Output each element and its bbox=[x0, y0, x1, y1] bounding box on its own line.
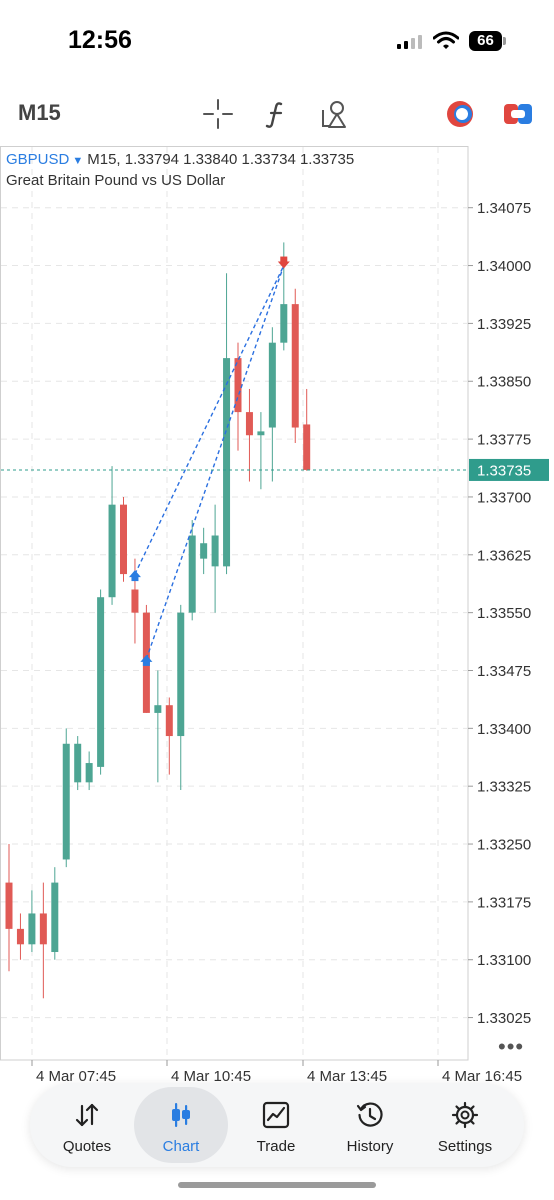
sell-arrow-icon bbox=[280, 256, 288, 262]
bullish-candle bbox=[188, 535, 196, 613]
bullish-candle bbox=[268, 342, 276, 428]
nav-quotes[interactable]: Quotes bbox=[40, 1087, 134, 1163]
nav-label: History bbox=[346, 1138, 394, 1155]
plot-frame bbox=[0, 146, 469, 1061]
chart-toolbar: M15 bbox=[0, 90, 554, 138]
y-tick-label: 1.33250 bbox=[477, 837, 531, 854]
wifi-icon bbox=[433, 31, 459, 49]
y-tick-label: 1.33025 bbox=[477, 1010, 531, 1027]
chart-canvas[interactable]: 1.34075 1.34000 1.33925 1.33850 1.33775 1.337… bbox=[0, 146, 554, 1086]
nav-label: Trade bbox=[256, 1138, 296, 1155]
bullish-candle bbox=[62, 743, 70, 860]
buy-arrow-icon bbox=[140, 654, 153, 662]
bearish-candle bbox=[245, 412, 253, 436]
more-icon[interactable]: ••• bbox=[498, 1034, 525, 1059]
bullish-candle bbox=[108, 504, 116, 598]
symbol-dropdown-icon[interactable]: ▼ bbox=[72, 155, 84, 167]
bearish-candle bbox=[39, 913, 47, 945]
y-tick-label: 1.33625 bbox=[477, 547, 531, 564]
signal-icon bbox=[397, 35, 422, 49]
y-tick-label: 1.34075 bbox=[477, 200, 531, 217]
ohlc-values: 1.33794 1.33840 1.33734 1.33735 bbox=[124, 151, 355, 168]
bullish-candle bbox=[211, 535, 219, 567]
bearish-candle bbox=[120, 504, 127, 575]
bearish-candle bbox=[131, 589, 139, 613]
current-price-label: 1.33735 bbox=[477, 462, 531, 479]
y-tick-label: 1.33700 bbox=[477, 489, 531, 506]
chart-icon bbox=[172, 1103, 190, 1127]
depth-of-market-icon[interactable] bbox=[502, 98, 534, 130]
crosshair-icon[interactable] bbox=[202, 98, 234, 130]
y-tick-label: 1.33550 bbox=[477, 605, 531, 622]
bullish-candle bbox=[28, 913, 36, 945]
bottom-navigation: Quotes Chart Trade History bbox=[30, 1083, 524, 1167]
nav-history[interactable]: History bbox=[323, 1087, 417, 1163]
objects-icon[interactable] bbox=[318, 98, 350, 130]
bullish-candle bbox=[200, 543, 208, 559]
bullish-candle bbox=[74, 743, 82, 783]
y-tick-label: 1.33400 bbox=[477, 721, 531, 738]
bullish-candle bbox=[154, 705, 162, 713]
indicator-icon[interactable] bbox=[260, 98, 292, 130]
timeframe-selector[interactable]: M15 bbox=[18, 100, 61, 125]
current-price-badge bbox=[469, 458, 549, 481]
chart-symbol-info: GBPUSD ▼ M15, 1.33794 1.33840 1.33734 1.33… bbox=[6, 151, 354, 168]
y-tick-label: 1.33775 bbox=[477, 432, 531, 449]
y-tick-label: 1.33925 bbox=[477, 316, 531, 333]
buy-arrow-icon bbox=[142, 660, 150, 666]
quotes-icon bbox=[75, 1103, 99, 1127]
battery-icon: 66 bbox=[469, 31, 507, 51]
symbol-description: Great Britain Pound vs US Dollar bbox=[6, 172, 226, 189]
chart-timeframe: M15, bbox=[87, 151, 121, 168]
y-tick-label: 1.34000 bbox=[477, 258, 531, 275]
y-tick-label: 1.33100 bbox=[477, 952, 531, 969]
bearish-candle bbox=[16, 928, 24, 945]
settings-icon bbox=[451, 1101, 479, 1129]
nav-label: Quotes bbox=[62, 1138, 112, 1155]
x-tick-label: 4 Mar 13:45 bbox=[307, 1068, 387, 1085]
bearish-candle bbox=[303, 424, 311, 470]
x-tick-label: 4 Mar 16:45 bbox=[442, 1068, 522, 1085]
bullish-candle bbox=[85, 763, 93, 783]
symbol-name[interactable]: GBPUSD bbox=[6, 151, 70, 168]
y-tick-label: 1.33325 bbox=[477, 779, 531, 796]
bearish-candle bbox=[5, 882, 13, 929]
nav-chart[interactable]: Chart bbox=[134, 1087, 228, 1163]
nav-trade[interactable]: Trade bbox=[229, 1087, 323, 1163]
trade-connector-line bbox=[134, 265, 285, 575]
price-chart[interactable]: 1.34075 1.34000 1.33925 1.33850 1.33775 1.337… bbox=[0, 146, 554, 1086]
bearish-candle bbox=[291, 304, 299, 428]
battery-level: 66 bbox=[477, 32, 494, 49]
trade-icon bbox=[262, 1101, 290, 1129]
bearish-candle bbox=[165, 705, 173, 737]
y-tick-label: 1.33475 bbox=[477, 663, 531, 680]
bullish-candle bbox=[280, 304, 288, 343]
x-tick-label: 4 Mar 10:45 bbox=[171, 1068, 251, 1085]
y-tick-label: 1.33850 bbox=[477, 374, 531, 391]
nav-label: Settings bbox=[437, 1138, 493, 1155]
y-tick-label: 1.33175 bbox=[477, 894, 531, 911]
buy-arrow-icon bbox=[128, 570, 141, 578]
status-bar: 12:56 66 bbox=[0, 0, 554, 84]
bullish-candle bbox=[257, 431, 265, 436]
one-click-trading-icon[interactable] bbox=[444, 98, 476, 130]
buy-arrow-icon bbox=[131, 576, 139, 582]
clock: 12:56 bbox=[68, 26, 132, 54]
bullish-candle bbox=[51, 882, 59, 953]
bearish-candle bbox=[234, 358, 242, 413]
nav-settings[interactable]: Settings bbox=[418, 1087, 512, 1163]
x-tick-label: 4 Mar 07:45 bbox=[36, 1068, 116, 1085]
bullish-candle bbox=[177, 612, 185, 737]
nav-label: Chart bbox=[162, 1138, 200, 1155]
bullish-candle bbox=[223, 358, 231, 567]
sell-arrow-icon bbox=[277, 261, 290, 269]
history-icon bbox=[356, 1102, 383, 1127]
bullish-candle bbox=[97, 597, 105, 767]
home-indicator bbox=[178, 1182, 376, 1188]
